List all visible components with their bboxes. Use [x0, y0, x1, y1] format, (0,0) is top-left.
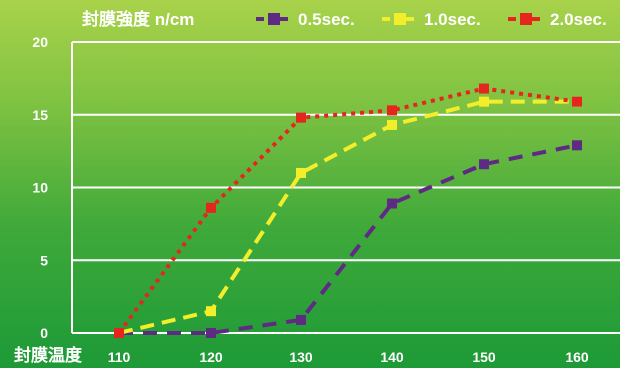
- legend-label-2-0sec: 2.0sec.: [550, 10, 607, 29]
- series-line-0-5sec: [119, 143, 578, 335]
- axis-layer: 0 5 10 15 20 110 120 130 140 150 160: [32, 34, 620, 365]
- data-point-0-5sec-160: [572, 140, 582, 151]
- data-point-1-0sec-140: [387, 119, 397, 130]
- data-point-2-0sec-120: [206, 202, 216, 213]
- legend: 0.5sec. 1.0sec. 2.0sec.: [256, 10, 607, 29]
- data-point-2-0sec-150: [479, 83, 489, 94]
- legend-marker-1-0sec: [394, 13, 406, 25]
- data-point-2-0sec-130: [296, 112, 306, 123]
- data-point-1-0sec-150: [479, 96, 489, 107]
- x-axis-title: 封膜温度: [14, 345, 83, 365]
- legend-label-0-5sec: 0.5sec.: [298, 10, 355, 29]
- data-point-2-0sec-110: [114, 328, 124, 338]
- x-tick-label-140: 140: [380, 349, 404, 365]
- y-tick-label-15: 15: [32, 107, 48, 123]
- x-tick-label-150: 150: [472, 349, 496, 365]
- data-point-0-5sec-120: [206, 328, 216, 338]
- y-tick-label-0: 0: [40, 325, 48, 341]
- legend-marker-0-5sec: [268, 13, 280, 25]
- x-tick-label-110: 110: [108, 349, 131, 365]
- legend-label-1-0sec: 1.0sec.: [424, 10, 481, 29]
- y-tick-label-5: 5: [40, 252, 48, 268]
- x-tick-label-120: 120: [199, 349, 223, 365]
- chart-title: 封膜強度 n/cm: [82, 9, 194, 29]
- x-tick-label-160: 160: [565, 349, 589, 365]
- y-tick-label-10: 10: [32, 180, 48, 196]
- data-point-0-5sec-150: [479, 159, 489, 170]
- x-tick-label-130: 130: [289, 349, 313, 365]
- series-layer: [114, 83, 582, 338]
- data-point-0-5sec-130: [296, 314, 306, 325]
- data-point-1-0sec-130: [296, 167, 306, 178]
- data-point-0-5sec-140: [387, 198, 397, 209]
- y-tick-label-20: 20: [32, 34, 48, 50]
- data-point-1-0sec-120: [206, 306, 216, 317]
- data-point-2-0sec-160: [572, 96, 582, 107]
- data-point-2-0sec-140: [387, 105, 397, 116]
- series-line-2-0sec: [117, 86, 578, 335]
- series-line-1-0sec: [118, 99, 577, 335]
- legend-marker-2-0sec: [520, 13, 532, 25]
